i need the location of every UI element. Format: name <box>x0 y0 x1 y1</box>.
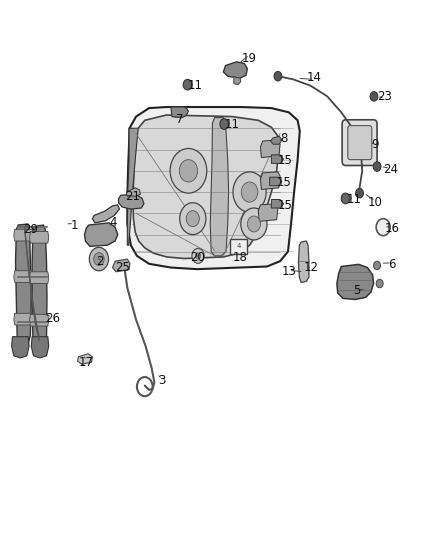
Polygon shape <box>270 177 282 185</box>
Polygon shape <box>127 188 141 196</box>
Text: 5: 5 <box>353 285 360 297</box>
Polygon shape <box>171 107 188 118</box>
Polygon shape <box>258 204 278 221</box>
Text: 11: 11 <box>347 193 362 206</box>
Circle shape <box>192 248 204 263</box>
Circle shape <box>374 261 381 270</box>
Polygon shape <box>32 225 47 346</box>
Polygon shape <box>15 224 31 346</box>
Polygon shape <box>119 194 144 209</box>
Polygon shape <box>127 128 138 245</box>
Text: 17: 17 <box>79 356 94 369</box>
Text: 13: 13 <box>282 265 296 278</box>
Text: 23: 23 <box>378 90 392 103</box>
Circle shape <box>373 162 381 171</box>
Polygon shape <box>234 76 241 85</box>
Polygon shape <box>78 354 92 365</box>
Polygon shape <box>14 313 33 325</box>
Polygon shape <box>29 314 49 326</box>
Circle shape <box>356 188 364 198</box>
Polygon shape <box>272 199 284 208</box>
Text: 10: 10 <box>368 196 383 209</box>
Polygon shape <box>31 337 49 358</box>
Text: 4: 4 <box>110 216 117 229</box>
FancyBboxPatch shape <box>230 239 247 254</box>
Polygon shape <box>337 264 374 300</box>
Circle shape <box>370 92 378 101</box>
Polygon shape <box>127 107 300 269</box>
Text: 25: 25 <box>116 261 131 274</box>
Polygon shape <box>85 223 118 246</box>
FancyBboxPatch shape <box>342 120 377 165</box>
Circle shape <box>89 247 109 271</box>
Circle shape <box>186 211 199 227</box>
Text: 1: 1 <box>70 219 78 231</box>
Text: 15: 15 <box>278 154 293 167</box>
Text: 7: 7 <box>176 114 184 126</box>
Text: 15: 15 <box>278 199 293 212</box>
Text: 24: 24 <box>383 163 398 176</box>
Text: 9: 9 <box>371 138 379 151</box>
Circle shape <box>183 79 192 90</box>
Circle shape <box>195 253 201 259</box>
Polygon shape <box>12 337 29 358</box>
Circle shape <box>94 253 104 265</box>
Circle shape <box>247 216 261 232</box>
Circle shape <box>341 193 350 204</box>
Circle shape <box>376 219 390 236</box>
Polygon shape <box>271 136 282 144</box>
Circle shape <box>233 172 266 212</box>
Circle shape <box>220 119 229 130</box>
Circle shape <box>170 149 207 193</box>
Text: 21: 21 <box>125 190 140 203</box>
Polygon shape <box>92 205 120 223</box>
Text: 8: 8 <box>280 132 287 146</box>
Polygon shape <box>261 140 280 158</box>
Polygon shape <box>14 229 33 241</box>
Text: 11: 11 <box>225 118 240 131</box>
Text: 3: 3 <box>159 374 166 387</box>
Polygon shape <box>14 271 33 282</box>
Circle shape <box>274 71 282 81</box>
Text: 15: 15 <box>276 176 291 189</box>
Text: 6: 6 <box>388 258 396 271</box>
Text: 14: 14 <box>307 71 321 84</box>
Circle shape <box>241 182 258 202</box>
Text: 20: 20 <box>190 252 205 264</box>
Circle shape <box>179 160 198 182</box>
Polygon shape <box>272 155 284 164</box>
Text: 12: 12 <box>304 261 319 274</box>
Polygon shape <box>223 62 247 78</box>
Text: 26: 26 <box>45 312 60 325</box>
Circle shape <box>241 208 267 240</box>
Text: 11: 11 <box>187 79 202 92</box>
Text: 18: 18 <box>233 252 247 264</box>
Circle shape <box>180 203 206 235</box>
Text: 2: 2 <box>96 255 104 268</box>
Polygon shape <box>261 172 280 189</box>
Polygon shape <box>133 115 279 259</box>
Polygon shape <box>210 118 229 256</box>
Text: 19: 19 <box>242 52 257 64</box>
Text: 29: 29 <box>23 223 38 236</box>
FancyBboxPatch shape <box>348 126 372 160</box>
Polygon shape <box>298 241 309 282</box>
Text: 4: 4 <box>237 243 241 249</box>
Polygon shape <box>29 231 49 243</box>
Circle shape <box>376 279 383 288</box>
Polygon shape <box>113 259 130 272</box>
Text: 16: 16 <box>385 222 399 235</box>
Polygon shape <box>29 272 49 284</box>
